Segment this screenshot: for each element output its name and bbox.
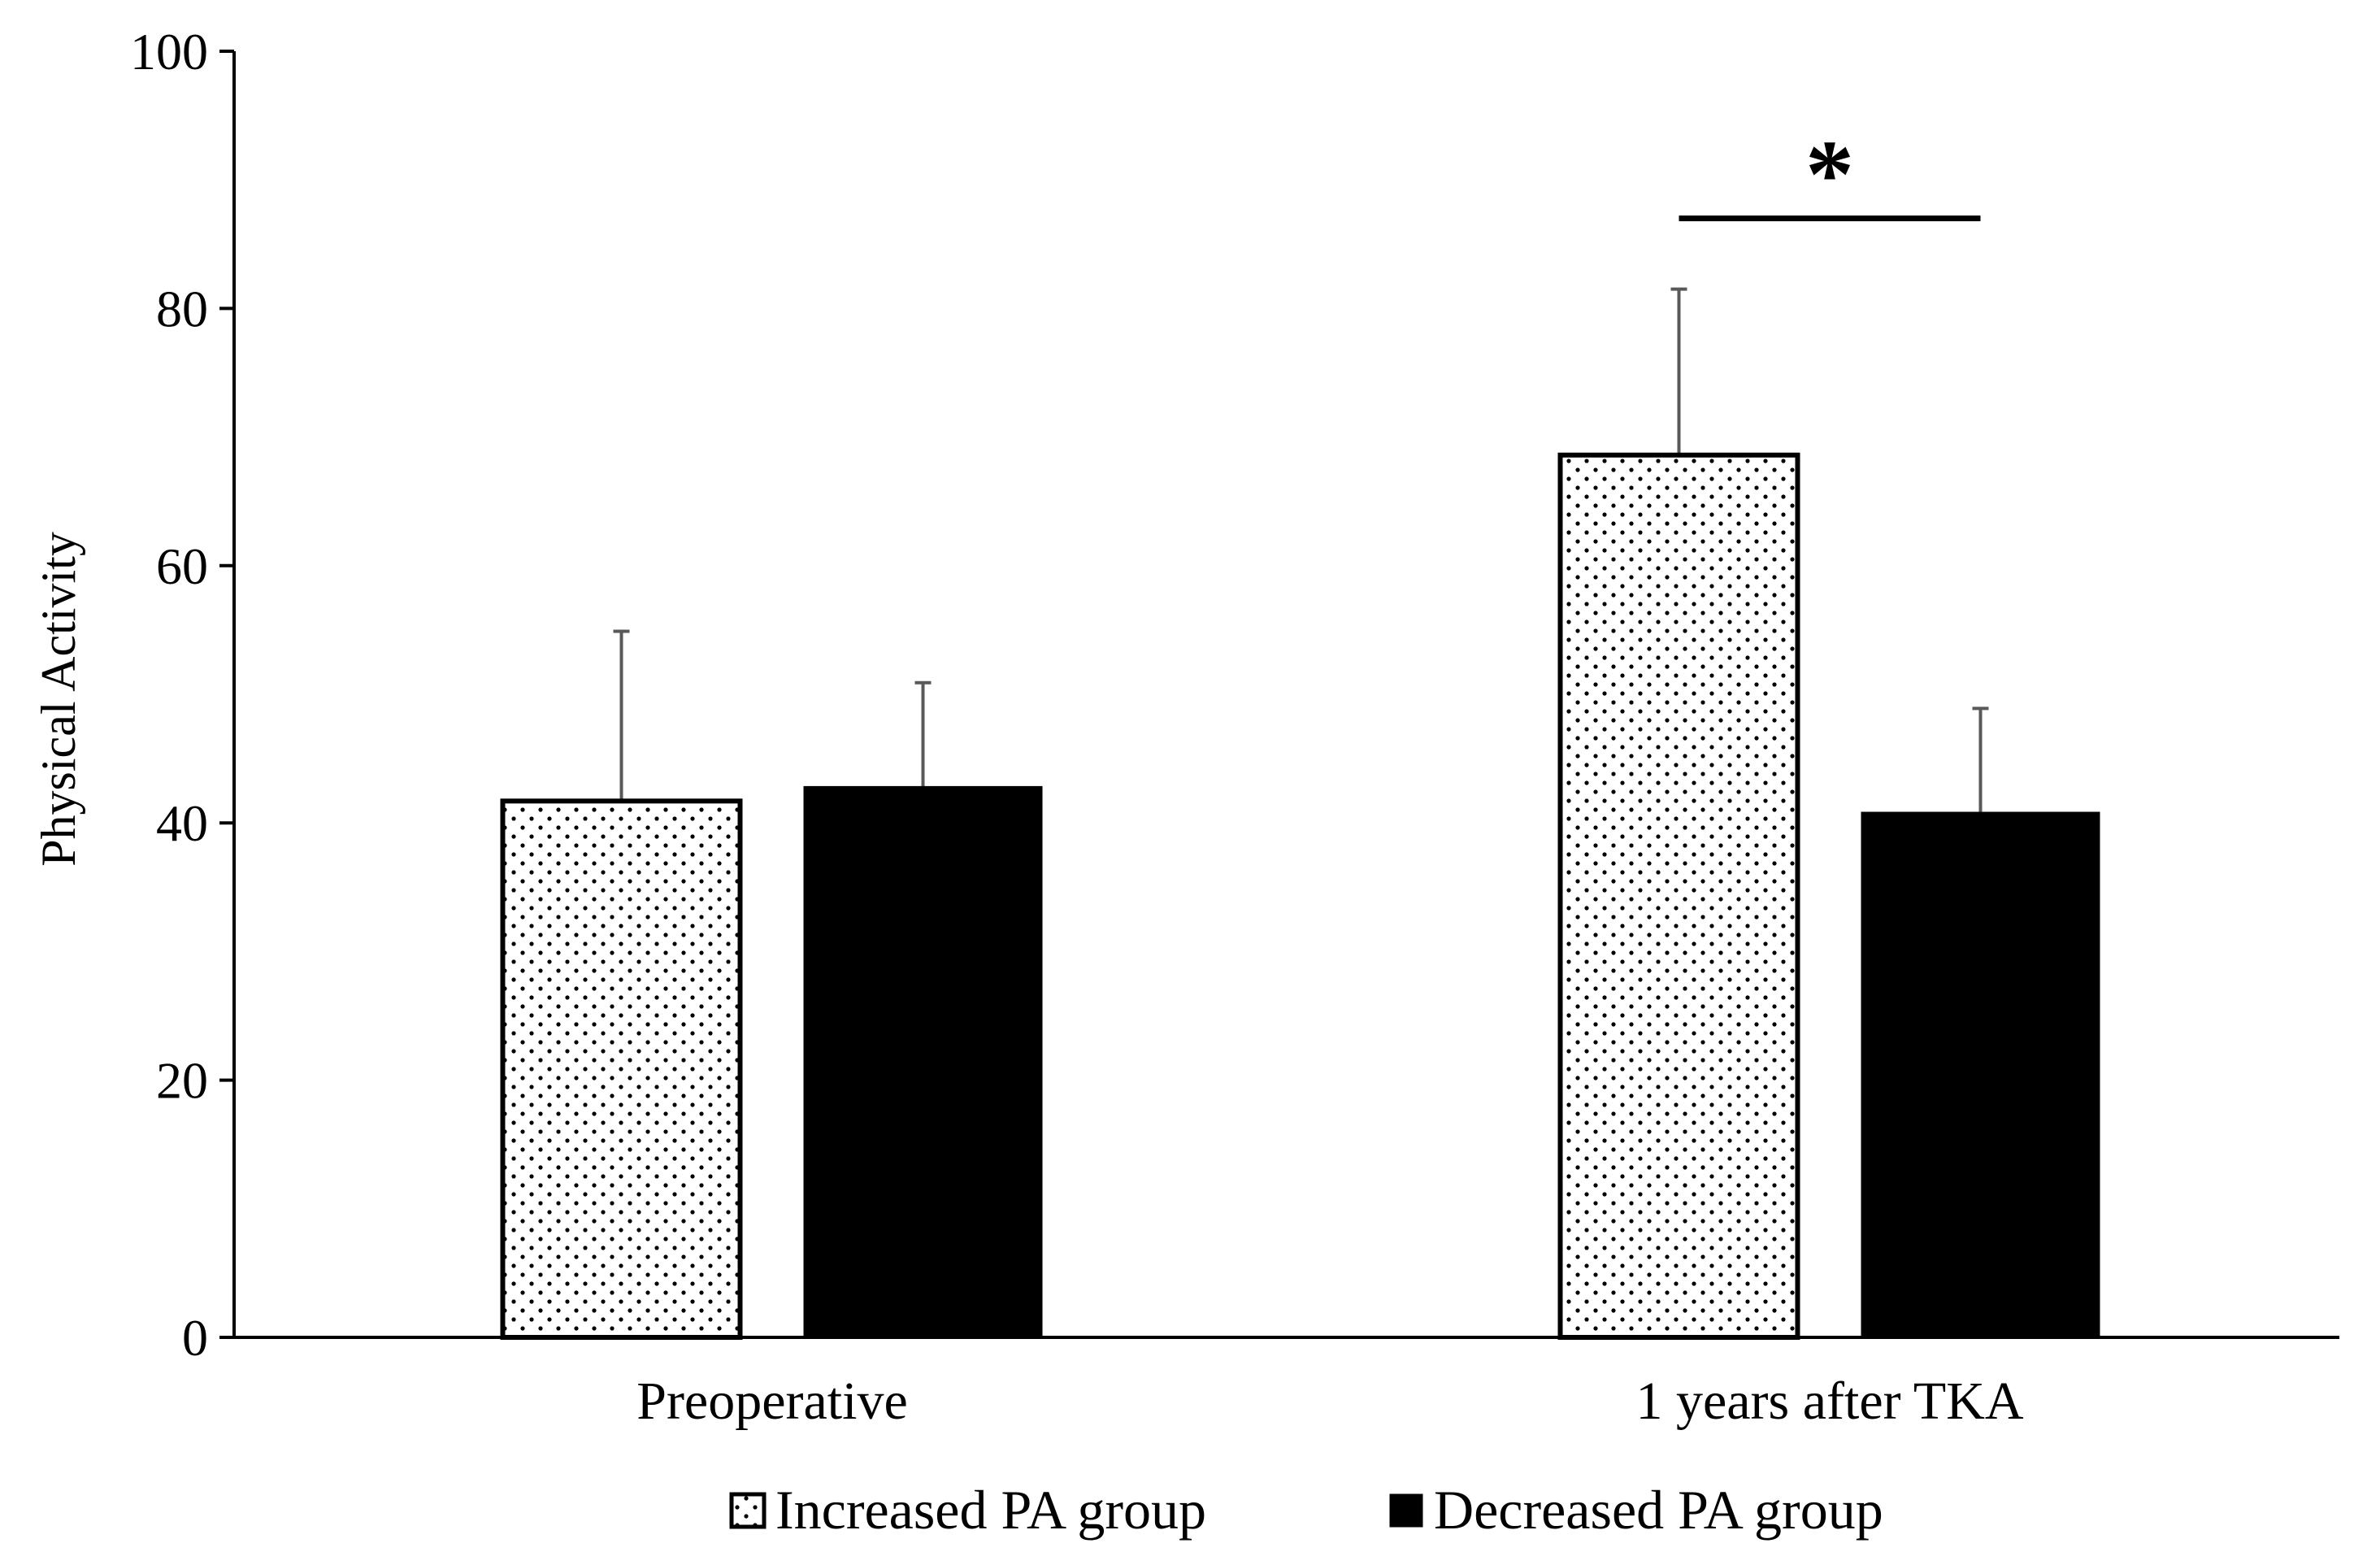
y-axis-title: Physical Activity xyxy=(32,532,85,867)
x-category-label: Preoperative xyxy=(636,1372,908,1431)
bar-decreased-0 xyxy=(803,785,1043,1338)
legend-swatch-increased xyxy=(729,1492,767,1529)
significance-asterisk: * xyxy=(1805,120,1854,228)
legend-label: Increased PA group xyxy=(775,1479,1206,1541)
y-tick-label: 40 xyxy=(156,794,208,852)
y-tick-label: 80 xyxy=(156,280,208,337)
legend: Increased PA group Decreased PA group xyxy=(729,1479,1883,1541)
bar-increased-1 xyxy=(1557,452,1800,1340)
legend-swatch-decreased xyxy=(1389,1493,1423,1528)
y-tick-label: 20 xyxy=(156,1052,208,1110)
y-tick-label: 60 xyxy=(156,537,208,595)
y-tick-label: 0 xyxy=(182,1309,208,1367)
bar-decreased-1 xyxy=(1861,811,2100,1338)
y-tick-label: 100 xyxy=(130,23,208,80)
legend-label: Decreased PA group xyxy=(1434,1479,1883,1541)
bar-increased-0 xyxy=(500,798,743,1340)
x-category-label: 1 years after TKA xyxy=(1635,1372,2023,1431)
plot-area: 0 20 40 60 80 100 Preoperative 1 years after TK… xyxy=(130,23,2339,1431)
